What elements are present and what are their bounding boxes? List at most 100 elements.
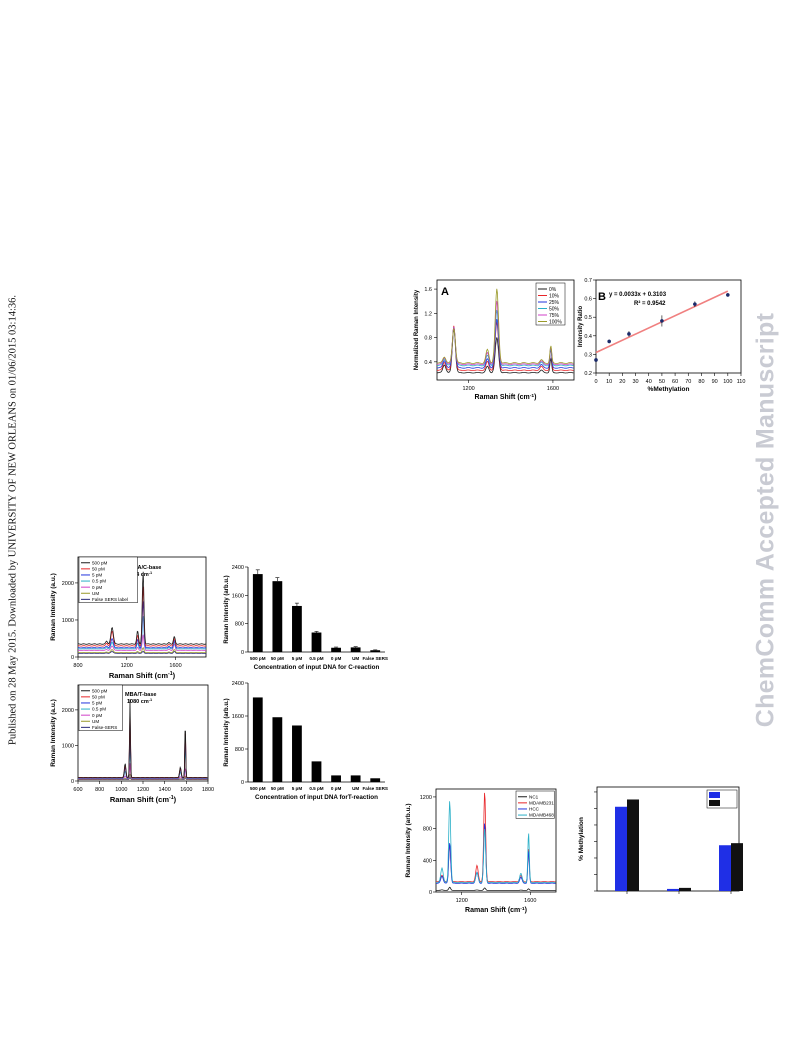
data-point [726,293,730,297]
bar [292,605,302,652]
y-tick-label: 0.7 [584,278,592,284]
x-tick-label: 1200 [137,787,149,793]
x-tick-label: 1800 [202,787,214,793]
series-line-MDAMB231 [436,792,556,883]
bar [272,581,283,652]
legend-swatch [709,792,720,798]
y-tick-label: 800 [235,747,244,753]
x-tick-label: 40 [646,379,652,385]
legend-entry: NC1 [529,794,539,799]
panel-b-frame [595,279,742,374]
y-tick-label: 0 [71,655,74,661]
data-point [627,332,631,336]
chart-panel-c-bars: 500 pM 50 pM 5 pM 0.5 pM 0 pM UM False SERS 0 80… [224,565,388,671]
bar [252,574,263,652]
series-line-0% [436,328,574,374]
bar [370,778,381,782]
category-label: False SERS [362,656,388,661]
y-tick-label: 400 [423,858,432,864]
legend-entry: UM [92,591,99,596]
y-tick-label: 0.3 [584,352,592,358]
series-line-500 pM [78,571,207,645]
category-label: 5 pM [292,656,303,661]
series-line-UM [78,646,207,653]
x-axis-title: Raman Shift (cm-1) [110,795,177,804]
x-axis-title: Concentration of input DNA forT-reaction [255,794,378,801]
y-tick-label: 0.4 [584,334,592,340]
y-tick-label: 0 [241,780,244,786]
chart-panel-f: % Methylation [578,786,743,894]
legend-entry: 500 pM [92,560,107,565]
legend-entry: MDAMB231 [529,800,554,805]
series-line-0 pM [78,634,207,651]
y-tick-label: 800 [235,622,244,628]
series-line-0 pM [78,763,208,780]
legend-box [78,556,138,603]
watermark-text: ChemComm Accepted Manuscript [751,312,780,728]
legend-entry: 100% [549,319,562,325]
legend-entry: 10% [549,293,560,299]
x-axis-title: %Methylation [648,386,690,393]
y-tick-label: 2400 [232,681,244,687]
annotation-peak: 1080 cm-1 [127,698,153,705]
x-tick-label: 20 [619,379,625,385]
x-tick-label: 800 [95,787,104,793]
legend-entry: 0.5 pM [92,579,106,584]
legend-entry: MDAMB468 [529,813,554,818]
y-tick-label: 0.8 [424,336,432,342]
x-tick-label: 50 [659,379,665,385]
chart-panel-b: 0.2 0.3 0.4 0.5 0.6 0.7 0 10 20 30 40 50 60 70 80 90 100… [578,278,746,393]
series-line-HCC [435,823,556,884]
legend-entry: 75% [549,313,560,319]
series-line-100% [436,288,574,364]
legend-entry: 25% [549,300,560,306]
data-point [607,339,611,344]
category-label: 0 pM [331,656,342,661]
x-tick-label: 1000 [115,787,127,793]
bar [292,725,302,782]
x-tick-label: 600 [73,787,82,793]
panel-label: B [598,291,606,303]
bar [719,845,731,891]
legend-entry: False SERS label [92,597,128,602]
bar [627,799,639,891]
category-label: False SERS [362,786,388,791]
x-tick-label: 30 [632,379,638,385]
y-tick-label: 1.2 [424,311,432,317]
legend-entry: HCC [529,807,540,812]
annotation-label: MNBA/C-base [125,565,161,571]
bar [350,775,361,782]
fit-r-squared: R² = 0.9542 [634,300,666,307]
category-label: 0.5 pM [309,786,323,791]
bar [679,887,691,891]
panel-label: A [441,286,449,298]
legend-box [535,282,566,326]
y-axis-title: Raman Intensity (a.u.) [50,699,57,767]
x-tick-label: 1600 [180,787,192,793]
x-tick-label: 1200 [456,898,468,904]
x-tick-label: 110 [737,379,746,385]
y-tick-label: 2000 [62,581,74,587]
y-tick-label: 0.2 [584,371,592,377]
legend-entry: 0 pM [92,585,102,590]
category-label: 5 pM [292,786,303,791]
legend-entry: False-SERS [92,725,117,730]
bar [272,717,283,782]
category-label: 50 pM [271,656,284,661]
legend-swatch [709,800,720,806]
y-tick-label: 1000 [62,618,74,624]
legend-entry: 0% [549,287,557,293]
y-tick-label: 1200 [420,795,432,801]
category-label: 0 pM [331,786,342,791]
category-label: 0.5 pM [309,656,323,661]
annotation-peak: 1334 cm-1 [127,571,153,578]
legend-entry: 500 pM [92,688,107,693]
legend-entry: 5 pM [92,701,102,706]
data-point [693,302,697,306]
category-label: 500 pM [250,786,266,791]
series-line-UM [77,773,208,780]
x-tick-label: 100 [723,379,732,385]
series-line-MDAMB468 [436,801,556,884]
legend-box [515,790,555,819]
